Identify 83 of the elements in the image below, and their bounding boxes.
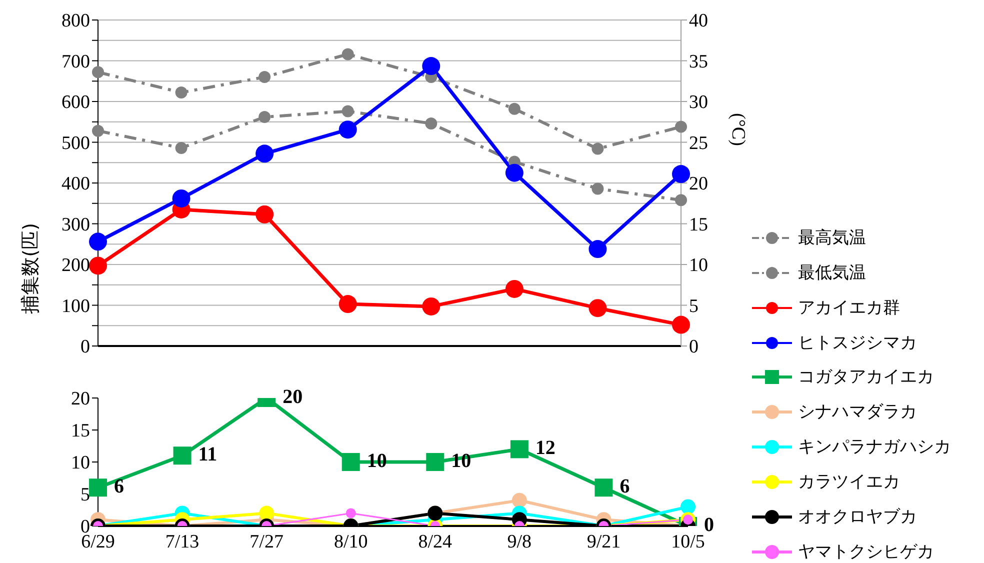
point xyxy=(256,144,274,163)
y2-tick-label: 35 xyxy=(689,51,708,72)
data-label: 0 xyxy=(704,514,714,536)
point xyxy=(258,110,271,123)
legend-label: オオクロヤブカ xyxy=(798,506,917,528)
y2-tick-label: 20 xyxy=(689,174,708,195)
point xyxy=(258,71,271,84)
point xyxy=(592,182,604,195)
data-label: 6 xyxy=(620,476,630,498)
x-tick-label: 9/21 xyxy=(586,531,621,552)
point xyxy=(89,232,107,251)
point xyxy=(342,453,360,471)
y-tick-label: 300 xyxy=(62,214,90,236)
legend-label: ヤマトクシヒゲカ xyxy=(798,541,934,563)
legend-label: コガタアカイエカ xyxy=(798,366,934,388)
point xyxy=(594,478,613,497)
y2-tick-label: 15 xyxy=(689,214,708,236)
y2-tick-label: 10 xyxy=(689,255,708,276)
y2-tick-label: 30 xyxy=(689,92,708,114)
point xyxy=(422,57,440,76)
point xyxy=(338,295,357,314)
point xyxy=(675,120,687,133)
y-tick-label: 15 xyxy=(71,420,90,442)
point xyxy=(592,142,604,155)
y2-axis-title: (°C) xyxy=(727,113,748,146)
point xyxy=(512,492,527,508)
point xyxy=(505,164,524,182)
point xyxy=(342,105,354,118)
point xyxy=(425,118,438,130)
y-axis-title: 捕集数(匹) xyxy=(20,223,42,314)
y-tick-label: 200 xyxy=(62,255,90,276)
point xyxy=(588,299,607,318)
y2-tick-label: 5 xyxy=(689,296,698,317)
y-tick-label: 100 xyxy=(62,296,90,317)
point xyxy=(505,280,524,298)
point xyxy=(173,446,192,465)
y2-tick-label: 0 xyxy=(689,336,698,358)
legend-label: 最高気温 xyxy=(798,227,866,249)
point xyxy=(672,165,690,184)
y-tick-label: 500 xyxy=(62,132,90,154)
point xyxy=(172,189,190,208)
legend-label: ヒトスジシマカ xyxy=(798,332,917,354)
point xyxy=(175,142,188,154)
data-label: 6 xyxy=(114,476,124,498)
point xyxy=(175,86,188,99)
point xyxy=(672,316,690,334)
legend-label: 最低気温 xyxy=(798,262,866,284)
point xyxy=(508,102,520,115)
data-label: 20 xyxy=(282,386,303,408)
x-tick-label: 8/10 xyxy=(334,531,368,552)
y-tick-label: 0 xyxy=(80,336,90,358)
y-tick-label: 800 xyxy=(62,10,90,32)
legend-label: キンパラナガハシカ xyxy=(798,436,951,458)
point xyxy=(92,124,104,137)
y-tick-label: 20 xyxy=(71,388,90,410)
x-tick-label: 7/27 xyxy=(250,531,284,552)
legend-label: カラツイエカ xyxy=(798,471,900,493)
legend-label: シナハマダラカ xyxy=(798,401,917,423)
x-tick-label: 8/24 xyxy=(418,531,453,552)
x-tick-label: 10/5 xyxy=(671,531,705,552)
y-tick-label: 600 xyxy=(62,92,90,114)
point xyxy=(89,256,107,275)
point xyxy=(426,453,444,471)
y-tick-label: 700 xyxy=(62,51,90,72)
x-tick-label: 7/13 xyxy=(165,531,200,552)
y-tick-label: 400 xyxy=(62,174,90,195)
point xyxy=(675,194,687,206)
point xyxy=(422,297,440,316)
y-tick-label: 5 xyxy=(80,484,90,506)
point xyxy=(256,205,274,224)
point xyxy=(342,48,354,60)
point xyxy=(680,499,696,514)
x-tick-label: 9/8 xyxy=(507,531,532,552)
y-tick-label: 10 xyxy=(71,452,90,474)
point xyxy=(588,240,607,258)
y2-tick-label: 40 xyxy=(689,10,708,32)
y2-tick-label: 25 xyxy=(689,132,708,154)
data-label: 12 xyxy=(535,437,556,460)
point xyxy=(92,66,104,78)
legend-label: アカイエカ群 xyxy=(798,297,900,319)
point xyxy=(89,478,107,497)
data-label: 11 xyxy=(198,444,218,466)
point xyxy=(338,120,357,139)
